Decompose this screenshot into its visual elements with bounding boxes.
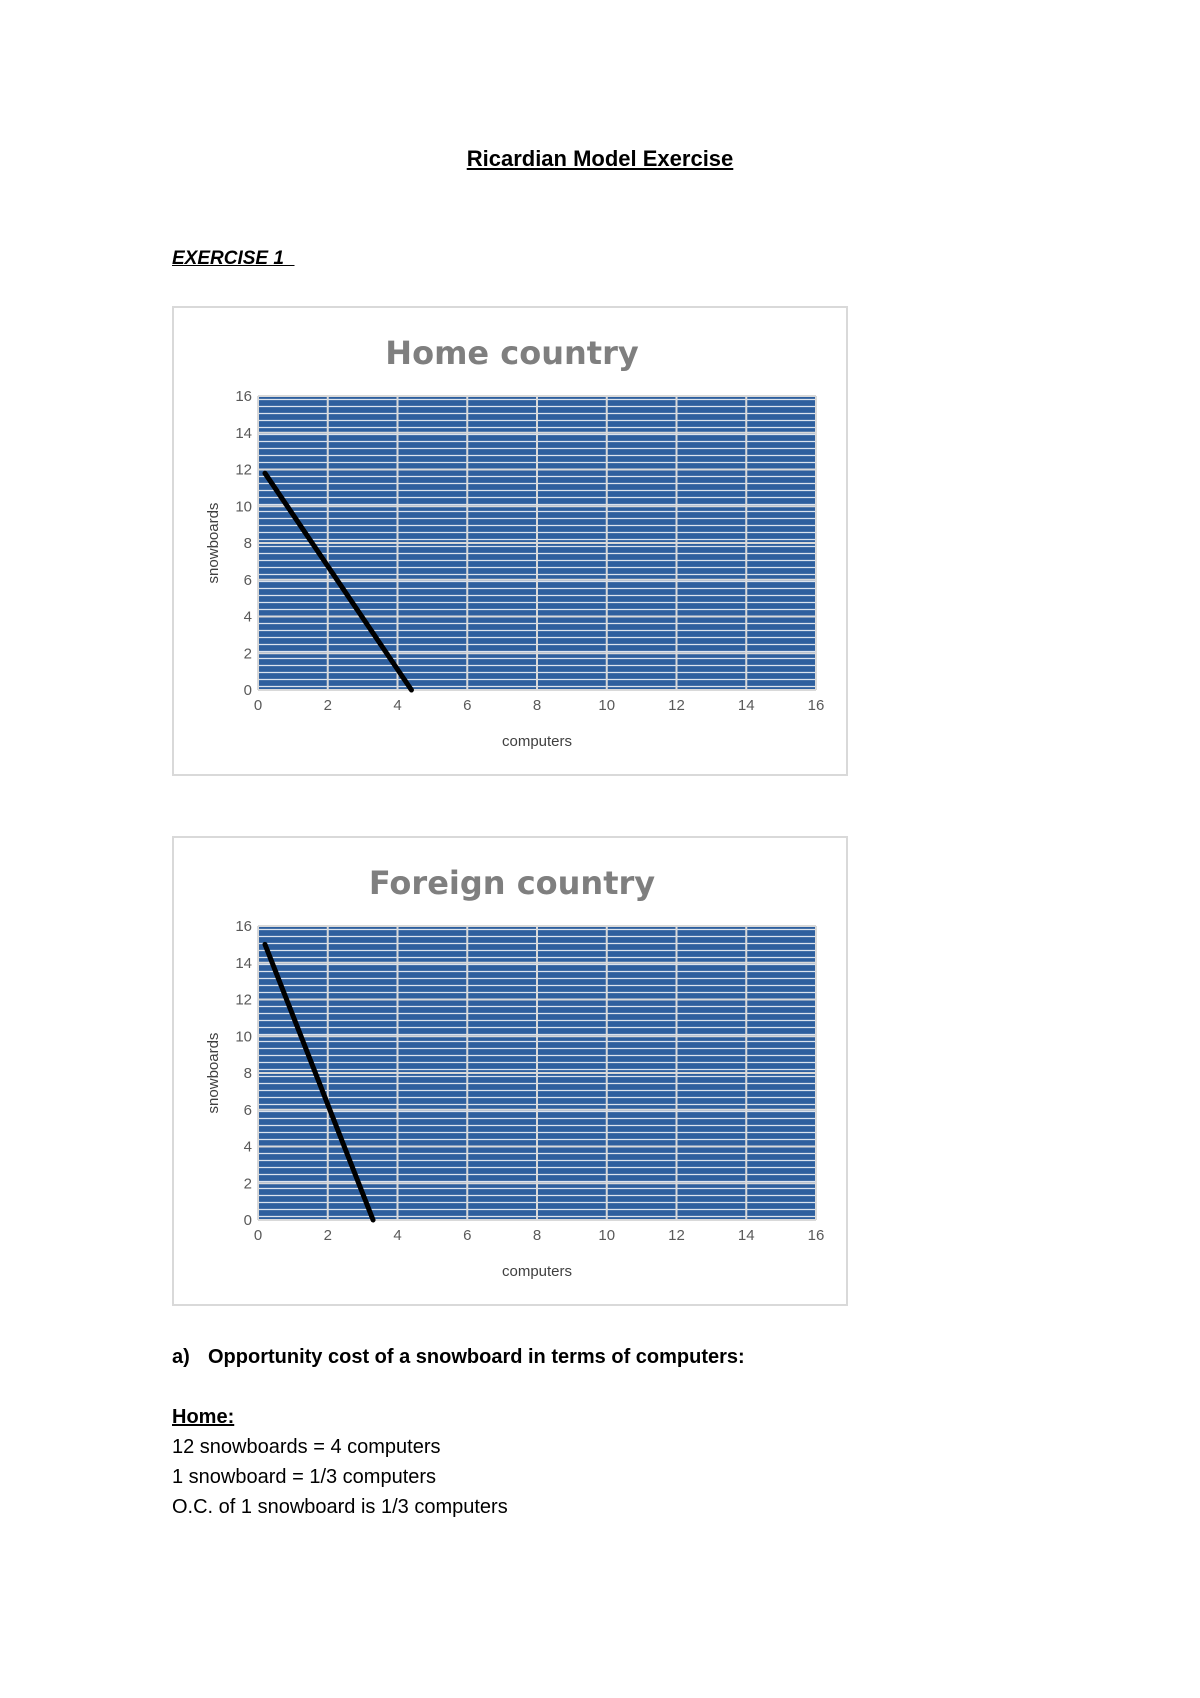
y-tick-label: 16 [235,918,252,935]
x-tick-label: 0 [254,1227,262,1244]
x-tick-label: 12 [668,1227,685,1244]
home-calc-line-2: 1 snowboard = 1/3 computers [172,1466,437,1488]
x-axis-label: computers [502,733,572,750]
x-tick-label: 10 [598,1227,615,1244]
x-tick-label: 8 [533,697,541,714]
x-tick-label: 4 [393,1227,401,1244]
y-tick-label: 8 [244,535,252,552]
question-a: a) Opportunity cost of a snowboard in ter… [172,1342,745,1372]
x-tick-label: 10 [598,697,615,714]
question-a-marker: a) [172,1346,190,1368]
y-tick-label: 14 [235,425,252,442]
gridlines [257,395,817,691]
ppf-line [262,470,414,693]
y-tick-label: 4 [244,609,252,626]
document-title: Ricardian Model Exercise [466,146,734,171]
x-tick-label: 0 [254,697,262,714]
x-tick-label: 2 [324,1227,332,1244]
x-axis-label: computers [502,1263,572,1280]
y-tick-label: 6 [244,1102,252,1119]
y-tick-label: 16 [235,388,252,405]
y-tick-label: 12 [235,462,252,479]
y-tick-label: 2 [244,645,252,662]
x-tick-label: 4 [393,697,401,714]
foreign-country-chart-svg: Foreign country 0 2 4 6 8 10 12 14 16 0 2 4 6 8 10 12 14 1… [205,864,825,1280]
y-tick-label: 14 [235,955,252,972]
foreign-country-chart: Foreign country 0 2 4 6 8 10 12 14 16 0 2 4 6 8 10 12 14 1… [172,836,848,1306]
y-tick-label: 8 [244,1065,252,1082]
x-tick-label: 2 [324,697,332,714]
x-tick-label: 14 [738,697,755,714]
y-tick-label: 12 [235,992,252,1009]
y-axis-label: snowboards [205,1033,222,1114]
x-tick-label: 16 [808,697,825,714]
home-calculation: 12 snowboards = 4 computers 1 snowboard … [172,1432,508,1522]
home-calc-line-3: O.C. of 1 snowboard is 1/3 computers [172,1496,508,1518]
x-tick-label: 6 [463,697,471,714]
y-tick-label: 10 [235,498,252,515]
y-axis-label: snowboards [205,503,222,584]
ppf-line [262,941,376,1223]
chart-title: Home country [385,334,639,372]
y-tick-label: 6 [244,572,252,589]
home-heading: Home: [172,1406,235,1428]
chart-title: Foreign country [369,864,655,902]
x-tick-label: 6 [463,1227,471,1244]
home-country-chart-svg: Home country 0 2 4 6 8 10 12 14 16 0 2 4 6 8 10 12 14 16 co… [205,334,825,750]
y-tick-label: 0 [244,682,252,699]
gridlines [257,925,817,1221]
x-tick-label: 8 [533,1227,541,1244]
y-tick-label: 0 [244,1212,252,1229]
x-tick-label: 16 [808,1227,825,1244]
question-a-text: Opportunity cost of a snowboard in terms… [208,1346,745,1368]
home-country-chart: Home country 0 2 4 6 8 10 12 14 16 0 2 4 6 8 10 12 14 16 co… [172,306,848,776]
x-tick-label: 14 [738,1227,755,1244]
y-tick-label: 2 [244,1175,252,1192]
exercise-heading: EXERCISE 1 [172,248,295,269]
y-tick-label: 10 [235,1028,252,1045]
x-tick-label: 12 [668,697,685,714]
home-calc-line-1: 12 snowboards = 4 computers [172,1436,441,1458]
y-tick-label: 4 [244,1139,252,1156]
